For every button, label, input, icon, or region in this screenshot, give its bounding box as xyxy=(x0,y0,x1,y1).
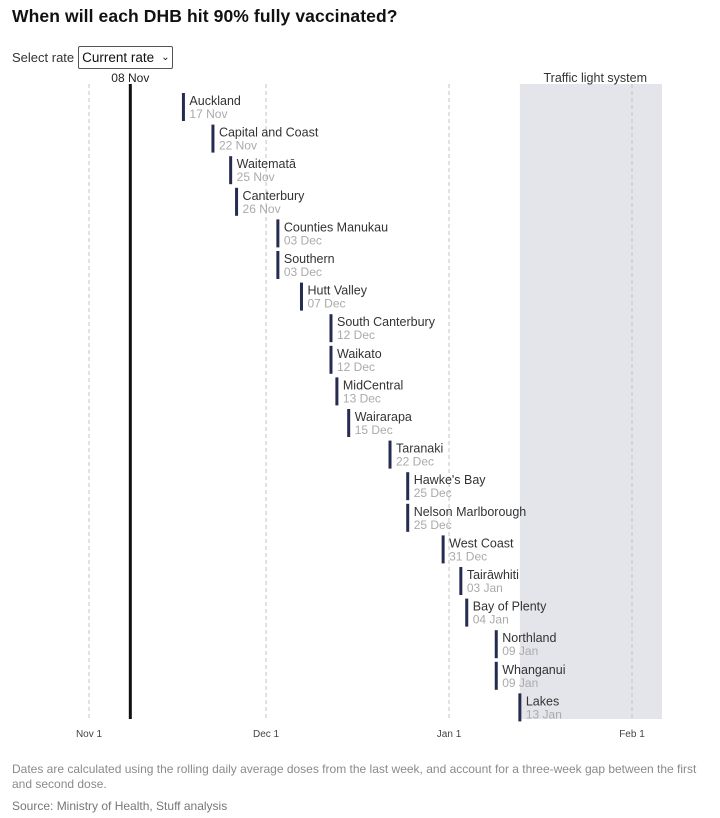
dhb-date-bar xyxy=(494,661,498,690)
timeline-chart: Traffic light system Nov 1 Dec 1 Jan 1 Feb … xyxy=(76,71,662,740)
dhb-date-label: 03 Jan xyxy=(467,581,503,595)
dhb-date-bar xyxy=(347,409,351,437)
dhb-date-label: 22 Nov xyxy=(219,139,257,153)
footnote: Dates are calculated using the rolling d… xyxy=(12,762,697,791)
dhb-date-bar xyxy=(229,156,233,185)
dhb-date-label: 07 Dec xyxy=(307,297,345,311)
dhb-date-bar xyxy=(335,377,339,406)
dhb-date-bar xyxy=(276,251,280,279)
dhb-name-label: Hutt Valley xyxy=(307,284,367,298)
traffic-light-shaded-region xyxy=(519,84,662,719)
x-tick-label: Feb 1 xyxy=(619,729,645,740)
dhb-date-bar xyxy=(329,345,333,374)
dhb-name-label: West Coast xyxy=(449,536,514,550)
dhb-name-label: Bay of Plenty xyxy=(473,600,547,614)
dhb-date-bar xyxy=(406,503,410,532)
gridlines xyxy=(88,84,633,719)
x-tick-label: Nov 1 xyxy=(76,729,103,740)
dhb-date-bar xyxy=(276,219,280,248)
dhb-name-label: Southern xyxy=(284,252,335,266)
dhb-name-label: South Canterbury xyxy=(337,315,436,329)
dhb-date-label: 12 Dec xyxy=(337,360,375,374)
dhb-date-bar xyxy=(518,693,522,722)
dhb-date-label: 09 Jan xyxy=(502,644,538,658)
dhb-name-label: Waitematā xyxy=(237,157,296,171)
dhb-name-label: Auckland xyxy=(189,94,240,108)
chart-title: When will each DHB hit 90% fully vaccina… xyxy=(12,6,398,26)
dhb-date-label: 25 Dec xyxy=(414,486,452,500)
dhb-date-bar xyxy=(181,93,185,121)
dhb-date-label: 22 Dec xyxy=(396,455,434,469)
dhb-name-label: Wairarapa xyxy=(355,410,412,424)
dhb-name-label: Whanganui xyxy=(502,663,565,677)
select-rate-label: Select rate xyxy=(12,50,75,65)
dhb-name-label: Counties Manukau xyxy=(284,220,388,234)
dhb-name-label: Lakes xyxy=(526,694,559,708)
traffic-light-label: Traffic light system xyxy=(544,71,648,85)
dhb-date-bar xyxy=(441,535,445,564)
dhb-date-label: 12 Dec xyxy=(337,328,375,342)
today-marker-label: 08 Nov xyxy=(111,71,149,85)
dhb-date-bar xyxy=(235,187,239,216)
dhb-date-bar xyxy=(406,472,410,501)
dhb-date-bar xyxy=(459,567,463,595)
dhb-date-label: 31 Dec xyxy=(449,549,487,563)
x-tick-label: Jan 1 xyxy=(437,729,462,740)
dhb-date-bar xyxy=(329,314,333,343)
dhb-date-label: 17 Nov xyxy=(189,107,227,121)
dhb-date-bar xyxy=(465,598,469,627)
rate-selector-row: Select rate Current rate ⌄ xyxy=(12,46,173,69)
chevron-down-icon: ⌄ xyxy=(161,52,170,63)
dhb-date-label: 09 Jan xyxy=(502,676,538,690)
dhb-date-bar xyxy=(299,282,303,311)
dhb-date-label: 26 Nov xyxy=(243,202,281,216)
dhb-date-bar xyxy=(494,630,498,659)
dhb-name-label: Canterbury xyxy=(243,189,306,203)
dhb-date-bar xyxy=(211,124,215,153)
dhb-date-label: 04 Jan xyxy=(473,613,509,627)
dhb-name-label: Hawke's Bay xyxy=(414,473,487,487)
dhb-date-label: 03 Dec xyxy=(284,233,322,247)
dhb-date-label: 13 Dec xyxy=(343,391,381,405)
dhb-date-label: 25 Dec xyxy=(414,518,452,532)
dhb-name-label: MidCentral xyxy=(343,378,403,392)
dhb-name-label: Tairāwhiti xyxy=(467,568,519,582)
dhb-date-label: 15 Dec xyxy=(355,423,393,437)
x-axis: Nov 1 Dec 1 Jan 1 Feb 1 xyxy=(76,729,645,740)
source-note: Source: Ministry of Health, Stuff analys… xyxy=(12,799,228,813)
rate-select-value: Current rate xyxy=(82,50,155,65)
dhb-date-bar xyxy=(388,440,392,469)
dhb-name-label: Taranaki xyxy=(396,442,443,456)
dhb-name-label: Nelson Marlborough xyxy=(414,505,527,519)
dhb-date-label: 03 Dec xyxy=(284,265,322,279)
dhb-name-label: Waikato xyxy=(337,347,382,361)
x-tick-label: Dec 1 xyxy=(253,729,280,740)
rate-select[interactable]: Current rate ⌄ xyxy=(78,46,173,69)
dhb-name-label: Northland xyxy=(502,631,556,645)
dhb-date-label: 25 Nov xyxy=(237,170,275,184)
dhb-date-label: 13 Jan xyxy=(526,707,562,721)
dhb-name-label: Capital and Coast xyxy=(219,126,319,140)
